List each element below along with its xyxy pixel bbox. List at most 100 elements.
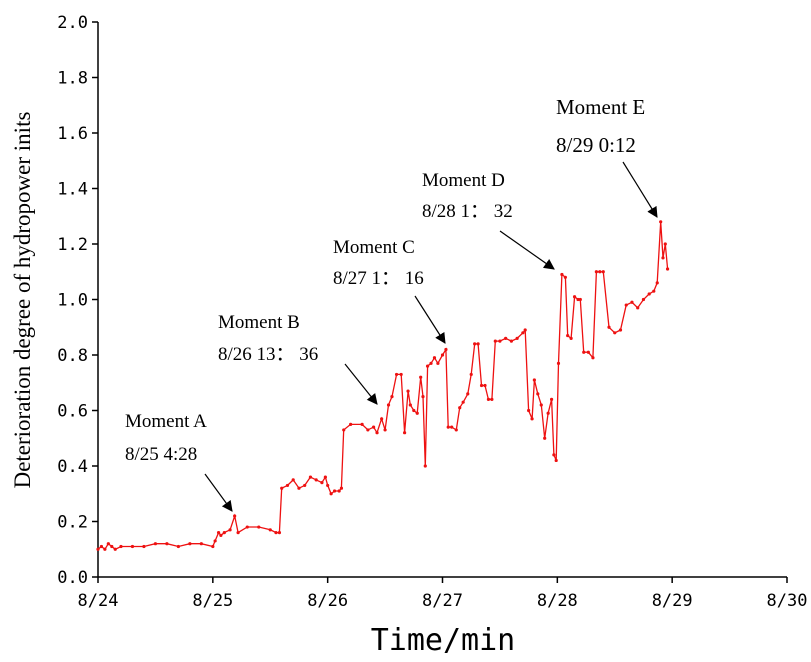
x-tick-label: 8/24 xyxy=(78,591,119,611)
point xyxy=(490,397,494,401)
y-tick-label: 1.8 xyxy=(57,69,88,89)
point xyxy=(450,425,454,429)
point xyxy=(303,483,307,488)
point xyxy=(655,281,659,285)
point xyxy=(601,270,605,274)
point xyxy=(245,525,249,529)
point xyxy=(429,361,433,365)
point xyxy=(399,372,403,377)
point xyxy=(406,389,410,393)
point xyxy=(228,528,232,532)
point xyxy=(569,336,573,340)
annotation-title: Moment B xyxy=(218,312,300,333)
point xyxy=(665,267,670,271)
point xyxy=(536,392,540,396)
point xyxy=(349,422,353,426)
point xyxy=(532,378,536,382)
point xyxy=(142,544,146,549)
point xyxy=(659,220,663,224)
point xyxy=(663,242,667,246)
point xyxy=(560,272,564,277)
point xyxy=(421,395,425,399)
x-tick-label: 8/29 xyxy=(652,591,693,611)
point xyxy=(436,361,440,365)
point xyxy=(613,331,617,335)
point xyxy=(380,417,384,421)
point xyxy=(390,395,394,399)
y-tick-label: 1.4 xyxy=(57,180,88,200)
point xyxy=(539,403,543,407)
x-tick-label: 8/27 xyxy=(422,591,463,611)
point xyxy=(99,544,104,549)
point xyxy=(211,544,215,549)
point xyxy=(320,481,324,485)
point xyxy=(113,547,117,551)
point xyxy=(285,483,290,488)
point xyxy=(403,431,407,435)
point xyxy=(552,453,556,457)
y-tick-label: 0.0 xyxy=(57,568,88,588)
y-tick-label: 1.2 xyxy=(57,235,88,255)
y-tick-label: 0.8 xyxy=(57,346,88,366)
x-axis-label: Time/min xyxy=(371,623,516,658)
point xyxy=(165,542,169,546)
x-tick-label: 8/26 xyxy=(307,591,348,611)
point xyxy=(280,486,284,490)
point xyxy=(199,542,203,546)
annotation-arrow xyxy=(622,161,658,218)
point xyxy=(618,328,623,332)
point xyxy=(563,275,567,279)
point xyxy=(110,544,114,549)
point xyxy=(598,270,602,274)
point xyxy=(461,400,465,404)
point xyxy=(636,306,640,310)
annotation-title: Moment C xyxy=(333,237,415,258)
point xyxy=(444,347,448,352)
point xyxy=(415,411,419,415)
point xyxy=(527,408,531,413)
point xyxy=(339,486,344,490)
point xyxy=(572,295,577,299)
annotation-text: 8/27 1： 16 xyxy=(333,268,424,289)
point xyxy=(332,489,337,493)
point xyxy=(469,372,473,377)
point xyxy=(360,422,364,426)
point xyxy=(440,353,445,357)
annotation-text: 8/25 4:28 xyxy=(125,444,197,465)
y-tick-label: 0.6 xyxy=(57,402,88,422)
point xyxy=(236,531,240,535)
point xyxy=(372,425,376,429)
point xyxy=(493,339,497,343)
annotation-text: 8/29 0:12 xyxy=(556,133,636,157)
point xyxy=(578,297,582,302)
point xyxy=(423,464,427,468)
point xyxy=(476,342,480,346)
point xyxy=(530,417,534,421)
point xyxy=(473,342,477,346)
y-tick-label: 2.0 xyxy=(57,13,88,33)
point xyxy=(498,339,502,343)
point xyxy=(297,486,301,490)
point xyxy=(586,350,590,354)
point xyxy=(412,408,416,413)
y-tick-label: 1.0 xyxy=(57,291,88,311)
point xyxy=(554,458,558,463)
point xyxy=(566,333,570,338)
y-axis-label: Deterioration degree of hydropower inits xyxy=(10,112,35,489)
point xyxy=(647,292,651,296)
x-tick-label: 8/28 xyxy=(537,591,578,611)
point xyxy=(661,256,665,260)
point xyxy=(188,542,192,546)
point xyxy=(326,483,330,488)
annotation-text: 8/28 1： 32 xyxy=(422,201,513,222)
point xyxy=(375,431,379,435)
point xyxy=(446,425,450,429)
point xyxy=(458,406,462,410)
point xyxy=(419,375,423,379)
point xyxy=(337,489,341,493)
point xyxy=(594,270,598,274)
point xyxy=(556,361,561,365)
point xyxy=(314,478,318,482)
point xyxy=(483,383,487,388)
point xyxy=(342,428,346,432)
